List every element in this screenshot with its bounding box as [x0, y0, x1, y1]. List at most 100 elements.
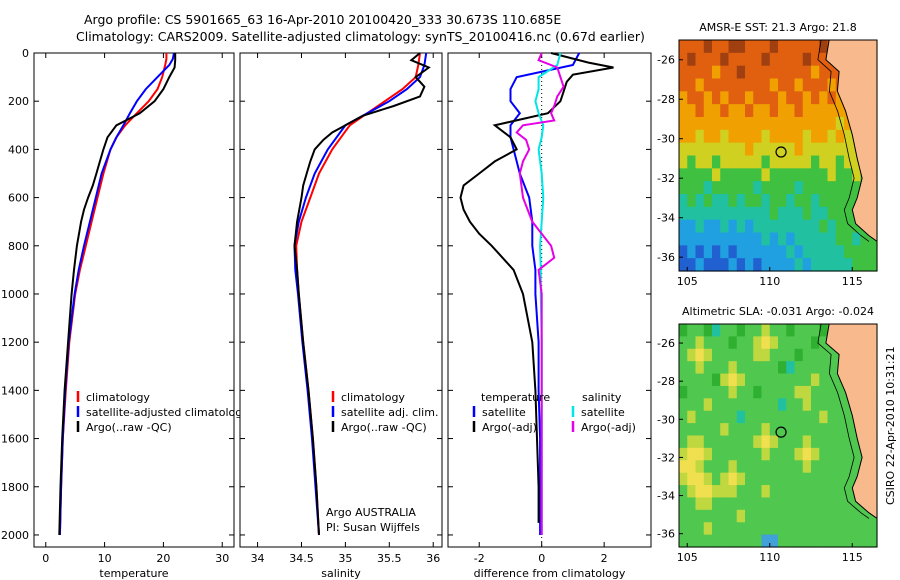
map-cell [712, 258, 721, 272]
map-cell [778, 142, 787, 157]
map-cell [778, 168, 787, 182]
map-cell [695, 385, 705, 399]
map-cell [745, 447, 754, 461]
map-cell [794, 336, 804, 350]
map-cell [712, 398, 721, 412]
map-cell [778, 181, 787, 195]
map-cell [852, 155, 862, 169]
map-cell [811, 509, 820, 523]
map-cell [802, 168, 812, 182]
map-cell [769, 373, 779, 387]
map-cell [687, 522, 697, 536]
map-cell [778, 104, 787, 118]
land-mass [825, 39, 878, 271]
map-cell [761, 472, 771, 486]
map-cell [753, 52, 763, 67]
map-cell [753, 142, 763, 157]
map-cell [769, 509, 779, 523]
map-cell [852, 509, 862, 523]
map-cell [736, 534, 746, 548]
map-cell [769, 385, 779, 399]
map-cell [835, 219, 845, 234]
map-cell [720, 142, 730, 157]
y-tick-label: 0 [22, 47, 29, 60]
map-cell [761, 447, 771, 461]
map-cell [852, 460, 862, 474]
map-cell [769, 336, 779, 350]
map-cell [745, 361, 754, 375]
map-cell [703, 129, 713, 144]
map-cell [728, 447, 738, 461]
map-cell [720, 435, 730, 449]
map-cell [860, 522, 870, 536]
map-cell [745, 206, 754, 221]
map-cell [778, 336, 787, 350]
map-cell [695, 245, 705, 259]
map-cell [835, 181, 845, 195]
map-cell [794, 65, 804, 80]
map-cell [802, 361, 812, 375]
map-cell [687, 398, 697, 412]
map-cell [745, 194, 754, 208]
map-cell [778, 78, 787, 92]
map-cell [753, 219, 763, 234]
map-cell [786, 168, 796, 182]
map-cell [753, 336, 763, 350]
map-cell [761, 522, 771, 536]
map-cell [703, 435, 713, 449]
map-cell [802, 460, 812, 474]
map-cell [769, 232, 779, 246]
map-cell [720, 245, 730, 259]
map-cell [745, 460, 754, 474]
map-cell [703, 361, 713, 375]
map-cell [761, 206, 771, 221]
map-cell [679, 52, 688, 67]
map-cell [728, 245, 738, 259]
map-cell [712, 142, 721, 157]
map-cell [736, 485, 746, 499]
y-tick-label: -34 [657, 212, 675, 225]
map-cell [819, 423, 829, 437]
map-cell [794, 181, 804, 195]
map-cell [753, 497, 763, 511]
map-cell [695, 485, 705, 499]
map-cell [786, 423, 796, 437]
map-cell [736, 232, 746, 246]
map-cell [786, 181, 796, 195]
map-cell [844, 168, 853, 182]
map-cell [794, 78, 804, 92]
map-cell [761, 78, 771, 92]
map-cell [679, 219, 688, 234]
map-cell [786, 373, 796, 387]
map-cell [794, 117, 804, 131]
map-cell [794, 194, 804, 208]
map-cell [753, 348, 763, 362]
map-cell [802, 385, 812, 399]
map-cell [802, 52, 812, 67]
map-cell [811, 361, 820, 375]
map-cell [819, 361, 829, 375]
map-cell [769, 258, 779, 272]
map-cell [728, 52, 738, 67]
map-cell [802, 373, 812, 387]
map-cell [712, 336, 721, 350]
map-cell [728, 423, 738, 437]
map-cell [745, 155, 754, 169]
map-cell [728, 398, 738, 412]
x-tick-label: 20 [156, 552, 170, 565]
map-cell [687, 423, 697, 437]
map-cell [712, 91, 721, 105]
x-tick-label: 35 [338, 552, 352, 565]
series-line [509, 52, 581, 535]
map-cell [761, 117, 771, 131]
map-cell [736, 447, 746, 461]
map-cell [736, 206, 746, 221]
map-cell [835, 194, 845, 208]
legend-entry: climatology [341, 391, 405, 404]
map-cell [811, 423, 820, 437]
side-note: CSIRO 22-Apr-2010 10:31:21 [884, 346, 897, 505]
map-cell [703, 348, 713, 362]
map-cell [835, 168, 845, 182]
map-cell [778, 373, 787, 387]
map-cell [844, 435, 853, 449]
